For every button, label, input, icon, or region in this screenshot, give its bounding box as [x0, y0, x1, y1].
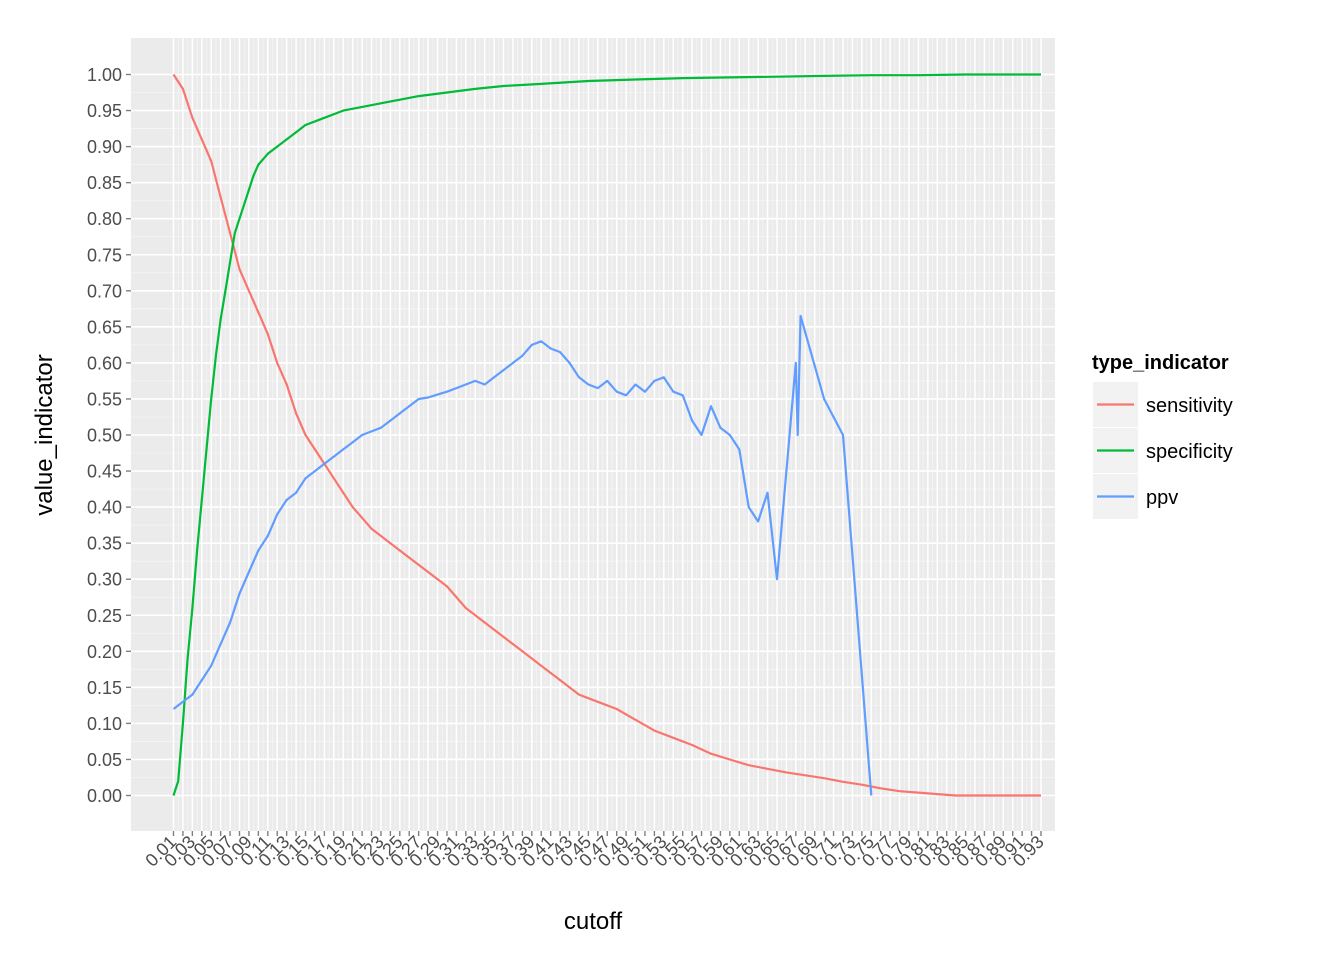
- y-tick-label: 0.80: [87, 209, 122, 229]
- y-tick-label: 0.20: [87, 642, 122, 662]
- legend: type_indicator sensitivity specificity ppv: [1092, 352, 1233, 519]
- series-line-sensitivity: [172, 73, 1041, 797]
- y-tick-label: 0.05: [87, 750, 122, 770]
- legend-label-sensitivity: sensitivity: [1146, 395, 1233, 417]
- y-tick-label: 0.55: [87, 389, 122, 409]
- y-tick-label: 0.70: [87, 281, 122, 301]
- y-tick-label: 0.30: [87, 570, 122, 590]
- y-tick-label: 0.60: [87, 353, 122, 373]
- legend-label-specificity: specificity: [1146, 441, 1233, 463]
- y-tick-label: 0.25: [87, 606, 122, 626]
- y-tick-label: 0.85: [87, 173, 122, 193]
- y-axis-title: value_indicator: [31, 354, 58, 515]
- legend-title: type_indicator: [1092, 352, 1229, 374]
- legend-label-ppv: ppv: [1146, 487, 1178, 509]
- y-tick-label: 0.00: [87, 786, 122, 806]
- series-layer: [172, 73, 1041, 797]
- y-tick-label: 0.90: [87, 137, 122, 157]
- y-tick-label: 0.15: [87, 678, 122, 698]
- y-tick-label: 0.10: [87, 714, 122, 734]
- y-tick-label: 0.35: [87, 534, 122, 554]
- y-tick-label: 0.40: [87, 498, 122, 518]
- y-axis: 0.00 0.05 0.10 0.15 0.20 0.25 0.30 0.35 0.40 0.45…: [87, 65, 131, 806]
- series-line-specificity: [172, 73, 1041, 796]
- y-tick-label: 0.95: [87, 101, 122, 121]
- y-tick-label: 0.65: [87, 317, 122, 337]
- y-tick-label: 1.00: [87, 65, 122, 85]
- y-tick-label: 0.75: [87, 245, 122, 265]
- legend-items: sensitivity specificity ppv: [1093, 382, 1233, 519]
- grid-major-y: [131, 73, 1055, 797]
- series-line-ppv: [172, 314, 873, 796]
- y-tick-label: 0.45: [87, 462, 122, 482]
- x-axis: 0.010.030.050.070.090.110.130.150.170.19…: [141, 831, 1048, 871]
- x-axis-title: cutoff: [564, 908, 623, 935]
- grid-major-x: [172, 38, 1042, 831]
- y-tick-label: 0.50: [87, 426, 122, 446]
